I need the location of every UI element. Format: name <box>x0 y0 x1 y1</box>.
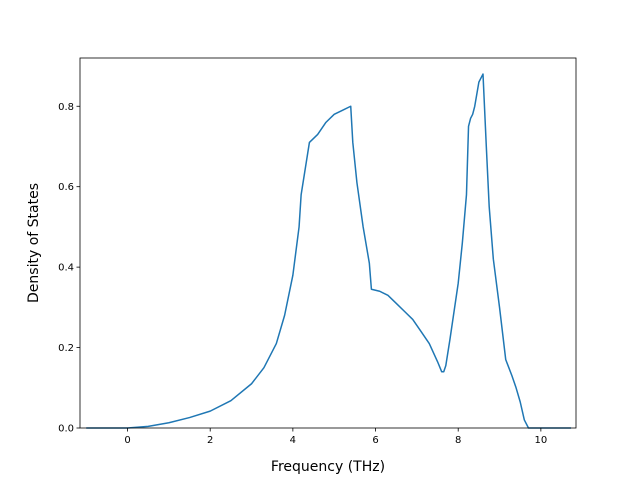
plot-background <box>80 58 576 428</box>
x-tick-label: 10 <box>534 435 547 446</box>
x-tick-label: 0 <box>124 435 130 446</box>
y-tick-label: 0.0 <box>58 424 74 435</box>
dos-series-line <box>86 73 572 429</box>
y-tick-label: 0.8 <box>58 102 74 113</box>
series-layer <box>86 73 572 429</box>
x-axis-label: Frequency (THz) <box>271 459 385 475</box>
y-tick-label: 0.4 <box>58 263 74 274</box>
y-tick-label: 0.2 <box>58 343 74 354</box>
plot-frame <box>79 57 577 429</box>
x-tick-label: 2 <box>207 435 213 446</box>
y-axis-ticks: 0.0 0.2 0.4 0.6 0.8 <box>58 102 80 435</box>
y-axis-label: Density of States <box>26 183 42 303</box>
x-axis-ticks: 0 2 4 6 8 10 <box>124 428 547 446</box>
x-tick-label: 4 <box>290 435 296 446</box>
y-tick-label: 0.6 <box>58 182 74 193</box>
x-tick-label: 6 <box>372 435 378 446</box>
x-tick-label: 8 <box>455 435 461 446</box>
